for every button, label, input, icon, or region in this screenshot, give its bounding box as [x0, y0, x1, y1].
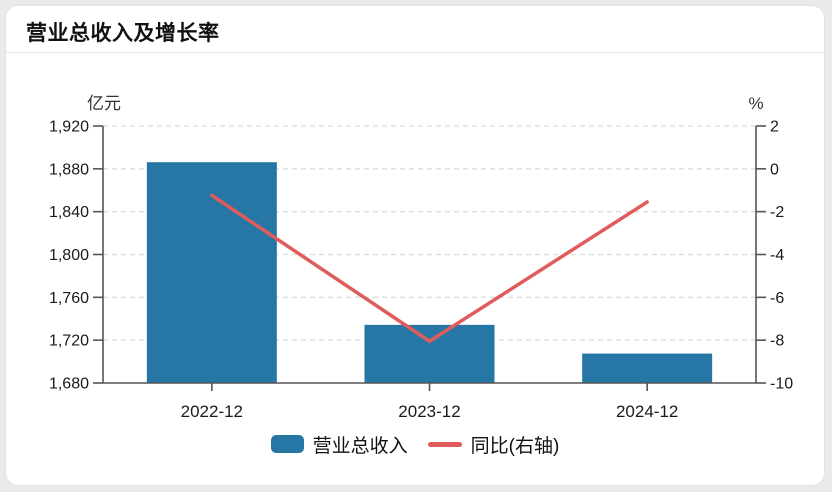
- right-axis-unit-label: %: [748, 94, 763, 113]
- revenue-bar-2022-12: [146, 162, 277, 383]
- x-axis-label-2023-12: 2023-12: [398, 402, 460, 421]
- right-axis-tick-label: -6: [770, 290, 784, 307]
- right-axis-tick-label: 2: [770, 119, 779, 136]
- legend-item-growth[interactable]: 同比(右轴): [427, 431, 560, 458]
- revenue-growth-chart: 1,920 1,880 1,840 1,800 1,760 1,720 1,680 2 0 -2 -…: [49, 94, 793, 421]
- right-axis-tick-label: -4: [770, 247, 784, 264]
- x-axis-label-2024-12: 2024-12: [616, 402, 678, 421]
- right-axis-tick-label: 0: [770, 161, 779, 178]
- left-axis-tick-label: 1,920: [49, 119, 89, 136]
- left-axis-tick-label: 1,720: [49, 333, 89, 350]
- revenue-bar-2024-12: [582, 353, 713, 383]
- revenue-bar-2023-12: [364, 324, 495, 383]
- card-header: 营业总收入及增长率: [6, 6, 824, 53]
- right-axis-tick-label: -8: [770, 333, 784, 350]
- x-axis-label-2022-12: 2022-12: [181, 402, 243, 421]
- bar-series-swatch-icon: [270, 435, 304, 453]
- left-axis-tick-label: 1,680: [49, 376, 89, 393]
- growth-line: [210, 193, 649, 343]
- right-axis-tick-label: -2: [770, 204, 784, 221]
- left-axis-unit-label: 亿元: [87, 94, 121, 113]
- chart-title: 营业总收入及增长率: [26, 22, 220, 45]
- left-axis-tick-label: 1,840: [49, 204, 89, 221]
- left-axis-tick-label: 1,760: [49, 290, 89, 307]
- right-axis-tick-label: -10: [770, 376, 793, 393]
- legend-item-revenue[interactable]: 营业总收入: [270, 431, 408, 458]
- line-series-swatch-icon: [427, 441, 462, 447]
- chart-legend: 营业总收入 同比(右轴): [6, 431, 824, 458]
- chart-card: 营业总收入及增长率 1,920 1,880 1,840 1,800 1,760 1,720…: [6, 6, 824, 485]
- legend-label-revenue: 营业总收入: [312, 435, 408, 457]
- legend-label-growth: 同比(右轴): [470, 435, 560, 457]
- left-axis-tick-label: 1,880: [49, 161, 89, 178]
- left-axis-tick-label: 1,800: [49, 247, 89, 264]
